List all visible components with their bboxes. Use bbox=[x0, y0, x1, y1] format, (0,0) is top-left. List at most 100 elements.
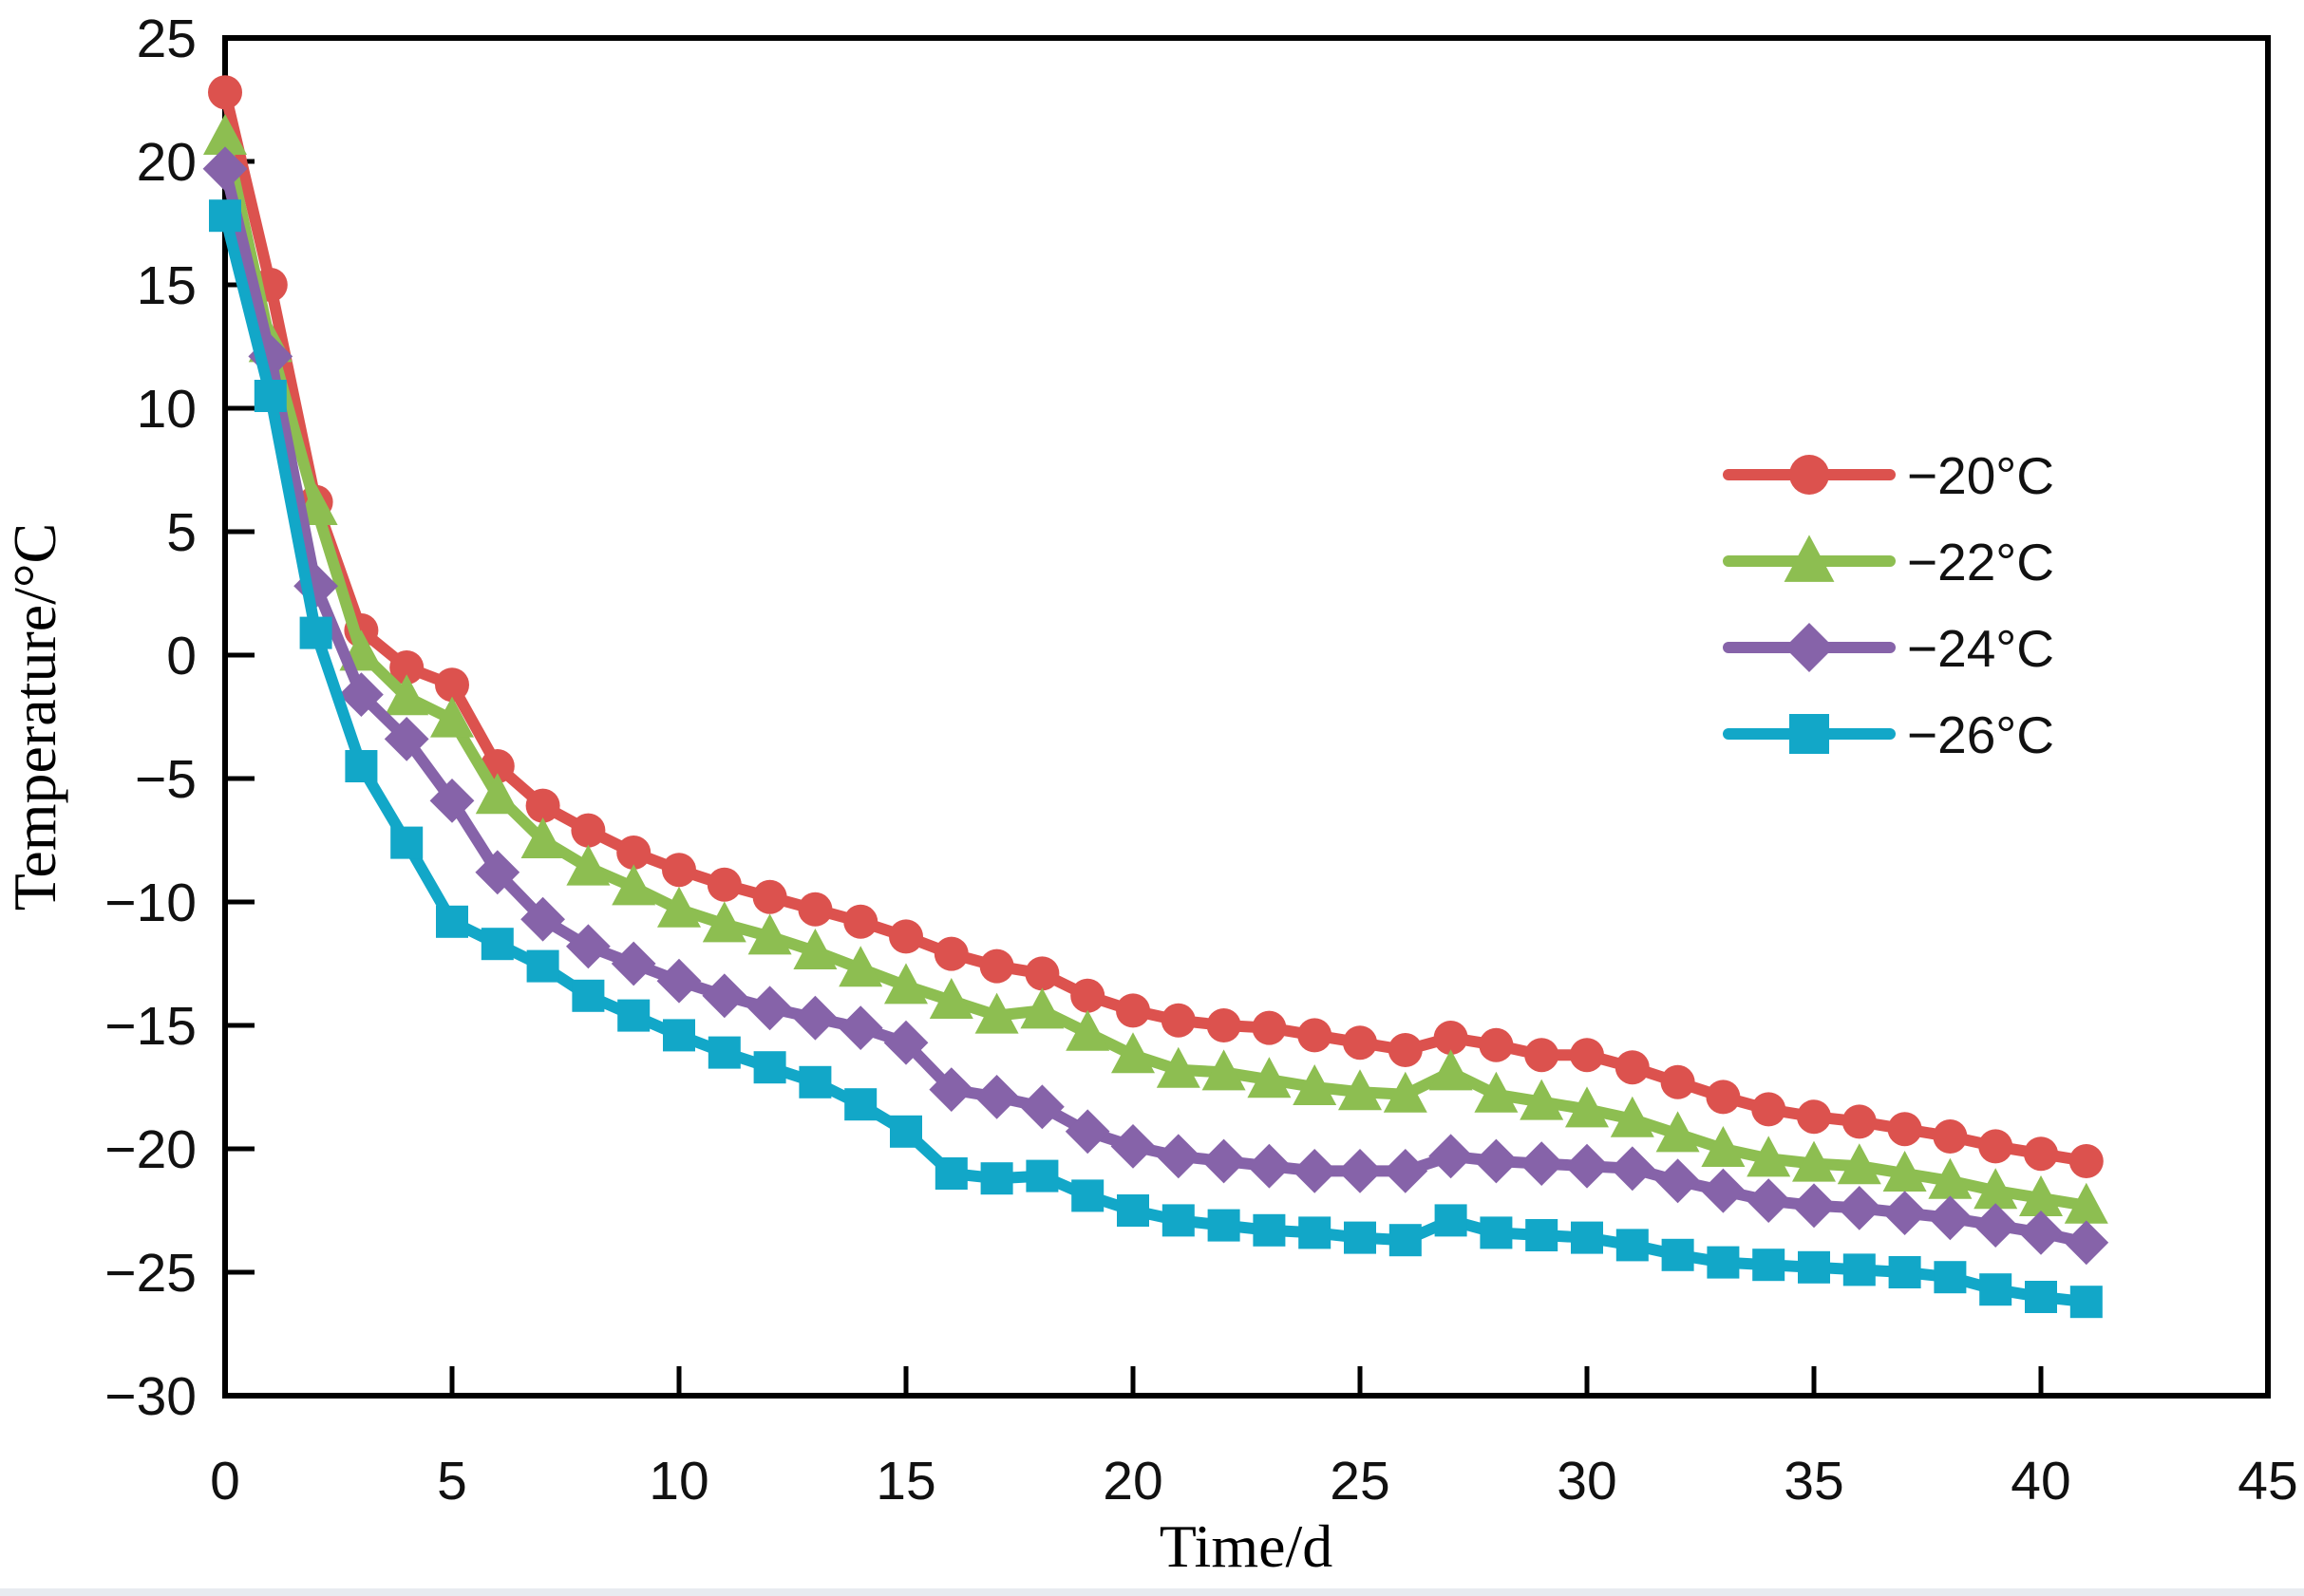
data-point-marker bbox=[1253, 1213, 1286, 1247]
data-point-marker bbox=[843, 904, 878, 939]
data-point-marker bbox=[1337, 1149, 1383, 1193]
data-point-marker bbox=[1383, 1071, 1427, 1113]
data-point-marker bbox=[1298, 1216, 1331, 1249]
legend-label: −24°C bbox=[1907, 619, 2054, 678]
data-point-marker bbox=[2024, 1136, 2058, 1172]
data-point-marker bbox=[1791, 1183, 1837, 1229]
data-point-marker bbox=[254, 380, 287, 412]
data-point-marker bbox=[1479, 1027, 1514, 1062]
data-point-marker bbox=[747, 986, 792, 1031]
data-point-marker bbox=[1474, 1138, 1519, 1184]
data-point-marker bbox=[203, 114, 247, 155]
data-point-marker bbox=[1434, 1204, 1467, 1237]
x-tick-label: 35 bbox=[1784, 1451, 1843, 1512]
data-point-marker bbox=[1383, 1149, 1428, 1193]
data-point-marker bbox=[1564, 1143, 1610, 1189]
data-point-marker bbox=[1156, 1046, 1200, 1088]
x-tick-label: 5 bbox=[437, 1451, 467, 1512]
data-point-marker bbox=[1974, 1168, 2018, 1210]
data-point-marker bbox=[2025, 1281, 2057, 1313]
data-point-marker bbox=[1117, 1194, 1149, 1227]
data-point-marker bbox=[1206, 1008, 1241, 1042]
data-point-marker bbox=[1110, 1124, 1156, 1169]
data-point-marker bbox=[2064, 1220, 2109, 1266]
data-point-marker bbox=[1571, 1221, 1603, 1254]
data-point-marker bbox=[1792, 1140, 1836, 1182]
y-tick-label: −5 bbox=[135, 749, 197, 810]
data-point-marker bbox=[1978, 1129, 2013, 1164]
legend-marker-diamond bbox=[1785, 623, 1834, 672]
data-point-marker bbox=[752, 879, 787, 914]
data-point-marker bbox=[299, 616, 332, 649]
data-point-marker bbox=[1161, 1204, 1195, 1237]
data-point-marker bbox=[980, 1162, 1013, 1195]
legend-item-−26°C: −26°C bbox=[1723, 705, 2054, 764]
data-point-marker bbox=[979, 948, 1014, 984]
data-point-marker bbox=[1520, 1079, 1564, 1120]
data-point-marker bbox=[435, 667, 469, 703]
data-point-marker bbox=[2018, 1211, 2064, 1255]
y-tick-label: 15 bbox=[137, 255, 197, 316]
y-tick-label: 5 bbox=[166, 502, 197, 563]
data-point-marker bbox=[935, 1157, 968, 1190]
data-point-marker bbox=[1338, 1069, 1382, 1111]
data-point-marker bbox=[1928, 1195, 1973, 1241]
data-point-marker bbox=[1707, 1246, 1740, 1279]
data-point-marker bbox=[799, 1065, 832, 1098]
data-point-marker bbox=[1433, 1021, 1468, 1055]
x-tick-label: 45 bbox=[2238, 1451, 2297, 1512]
data-point-marker bbox=[339, 672, 384, 717]
data-point-marker bbox=[1020, 1084, 1065, 1130]
data-point-marker bbox=[430, 696, 474, 738]
data-point-marker bbox=[883, 1020, 929, 1065]
data-point-marker bbox=[974, 992, 1019, 1034]
series-line bbox=[219, 131, 2092, 1211]
data-point-marker bbox=[1116, 993, 1150, 1028]
data-point-marker bbox=[1746, 1178, 1791, 1223]
data-point-marker bbox=[526, 949, 559, 983]
data-point-marker bbox=[747, 913, 792, 955]
data-point-marker bbox=[1655, 1111, 1700, 1153]
data-point-marker bbox=[1610, 1146, 1655, 1192]
data-point-marker bbox=[202, 146, 248, 192]
data-point-marker bbox=[662, 853, 696, 888]
data-point-marker bbox=[571, 813, 606, 848]
data-point-marker bbox=[798, 892, 833, 927]
data-point-marker bbox=[1519, 1141, 1564, 1186]
data-point-marker bbox=[384, 717, 429, 761]
data-point-marker bbox=[890, 1115, 922, 1148]
data-point-marker bbox=[708, 1036, 741, 1069]
data-point-marker bbox=[2064, 1182, 2108, 1224]
data-point-marker bbox=[753, 1051, 786, 1084]
y-tick-label: −25 bbox=[104, 1243, 197, 1304]
data-point-marker bbox=[612, 864, 656, 906]
data-point-marker bbox=[475, 773, 519, 815]
data-point-marker bbox=[884, 963, 928, 1005]
data-point-marker bbox=[1026, 1159, 1059, 1192]
data-point-marker bbox=[1524, 1038, 1559, 1073]
series-line bbox=[219, 162, 2092, 1249]
data-point-marker bbox=[525, 788, 560, 823]
data-point-marker bbox=[2068, 1144, 2104, 1178]
series-−22°C bbox=[203, 114, 2108, 1224]
legend-label: −20°C bbox=[1907, 446, 2054, 505]
data-point-marker bbox=[1292, 1149, 1337, 1193]
y-tick-label: 10 bbox=[137, 379, 197, 440]
data-point-marker bbox=[793, 929, 838, 969]
data-point-marker bbox=[1842, 1253, 1876, 1286]
data-point-marker bbox=[208, 75, 242, 110]
data-point-marker bbox=[1252, 1010, 1287, 1045]
x-tick-label: 25 bbox=[1330, 1451, 1389, 1512]
legend-item-−22°C: −22°C bbox=[1723, 533, 2054, 591]
x-tick-label: 20 bbox=[1103, 1451, 1162, 1512]
y-axis-title: Temperature/°C bbox=[1, 523, 68, 911]
data-point-marker bbox=[1066, 1009, 1110, 1051]
data-point-marker bbox=[793, 995, 838, 1041]
x-tick-label: 30 bbox=[1557, 1451, 1616, 1512]
data-point-marker bbox=[2019, 1175, 2063, 1216]
data-point-marker bbox=[1706, 1080, 1741, 1115]
data-point-marker bbox=[1661, 1238, 1694, 1271]
data-point-marker bbox=[566, 844, 611, 886]
data-point-marker bbox=[436, 905, 468, 938]
